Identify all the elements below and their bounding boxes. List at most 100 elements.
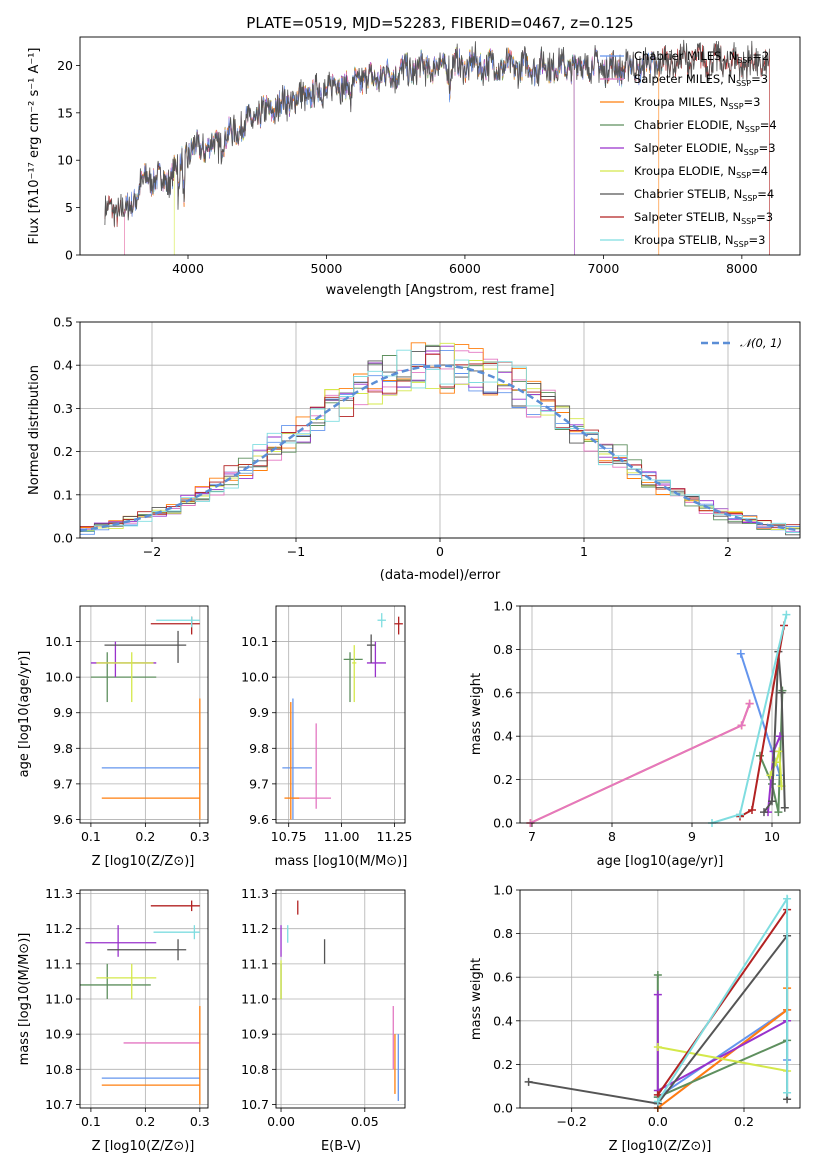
residual-frame	[79, 321, 801, 539]
massweight-point	[736, 810, 744, 819]
y-tick-label: 0.4	[53, 358, 73, 373]
x-tick-label: 0.3	[190, 829, 210, 844]
spectrum-panel: PLATE=0519, MJD=52283, FIBERID=0467, z=0…	[27, 14, 801, 298]
y-tick-label: 0.6	[493, 685, 513, 700]
residual-histogram-8	[80, 353, 800, 529]
massweight-point	[782, 610, 791, 619]
massweight-point	[737, 721, 746, 730]
massweight-point	[653, 1097, 662, 1106]
mass-vs-metallicity-panel: 0.1 0.2 0.3 10.7 10.8 10.9 11.0 11.1 11.2 11.3 Z …	[17, 886, 210, 1154]
y-tick-label: 10.8	[241, 1062, 269, 1077]
massweight-point	[783, 894, 792, 903]
massweight-vs-age-ylabel: mass weight	[469, 673, 484, 755]
y-tick-label: 1.0	[493, 599, 513, 614]
massweight-point	[760, 808, 768, 817]
mass-vs-ebv-panel: 0.00 0.05 10.7 10.8 10.9 11.0 11.1 11.2 11.3 E(B…	[241, 886, 406, 1154]
mass-vs-ebv-errorbars	[280, 900, 399, 1101]
massweight-point	[768, 797, 776, 806]
residual-axes-ticks: −2 −1 0 1 2 0.0 0.1 0.2 0.3 0.4 0.5	[53, 315, 732, 560]
massweight-vs-age-xlabel: age [log10(age/yr)]	[597, 854, 724, 869]
x-tick-label: −2	[143, 544, 161, 559]
y-tick-label: 1.0	[493, 883, 513, 898]
gaussian-curve	[79, 364, 801, 532]
age-vs-mass-xlabel: mass [log10(M/M⊙)]	[275, 854, 408, 869]
massweight-vs-z-lines	[524, 894, 792, 1112]
spectrum-line-7	[104, 39, 770, 227]
x-tick-label: 0.2	[135, 1114, 155, 1129]
residual-histogram-panel: −2 −1 0 1 2 0.0 0.1 0.2 0.3 0.4 0.5 (data-model)/e…	[27, 315, 801, 583]
massweight-vs-age-lines	[526, 610, 791, 827]
y-tick-label: 0.4	[493, 1013, 513, 1028]
x-tick-label: 9	[688, 829, 696, 844]
y-tick-label: 11.3	[45, 886, 73, 901]
y-tick-label: 0	[65, 248, 73, 263]
age-vs-z-ticks: 0.1 0.2 0.3 9.6 9.7 9.8 9.9 10.0 10.1	[45, 634, 210, 844]
age-vs-z-ylabel: age [log10(age/yr)]	[17, 651, 32, 778]
x-tick-label: 0.2	[135, 829, 155, 844]
x-tick-label: 0.1	[81, 829, 101, 844]
legend-entry: Chabrier STELIB, NSSP=4	[634, 187, 774, 203]
y-tick-label: 15	[57, 105, 73, 120]
x-tick-label: 7	[528, 829, 536, 844]
mass-vs-z-errorbars	[80, 900, 201, 1105]
y-tick-label: 11.0	[241, 992, 269, 1007]
x-tick-label: −0.2	[557, 1114, 587, 1129]
x-tick-label: 1	[580, 544, 588, 559]
x-tick-label: 0.05	[351, 1114, 379, 1129]
y-tick-label: 0.0	[493, 1101, 513, 1116]
x-tick-label: 2	[724, 544, 732, 559]
y-tick-label: 0.2	[493, 1057, 513, 1072]
age-vs-mass-errorbars	[282, 613, 403, 820]
y-tick-label: 11.1	[241, 956, 269, 971]
x-tick-label: −1	[287, 544, 305, 559]
massweight-point	[736, 649, 745, 658]
y-tick-label: 20	[57, 58, 73, 73]
y-tick-label: 9.7	[249, 776, 269, 791]
massweight-point	[653, 971, 662, 980]
massweight-vs-age-panel: 7 8 9 10 0.0 0.2 0.4 0.6 0.8 1.0 age [log10(age/y…	[469, 599, 801, 869]
x-tick-label: 0.1	[81, 1114, 101, 1129]
y-tick-label: 0.2	[493, 772, 513, 787]
age-vs-z-xlabel: Z [log10(Z/Z⊙)]	[92, 854, 195, 869]
x-tick-label: 4000	[172, 261, 204, 276]
massweight-vs-z-frame	[519, 889, 801, 1109]
y-tick-label: 0.8	[493, 642, 513, 657]
massweight-line	[656, 909, 788, 1096]
legend-entry: Kroupa STELIB, NSSP=3	[634, 233, 765, 249]
spectrum-lines	[104, 39, 770, 255]
legend-entry: Salpeter STELIB, NSSP=3	[634, 210, 773, 226]
y-tick-label: 11.2	[241, 921, 269, 936]
y-tick-label: 11.0	[45, 992, 73, 1007]
x-tick-label: 0.2	[734, 1114, 754, 1129]
y-tick-label: 10	[57, 153, 73, 168]
x-tick-label: 10	[764, 829, 780, 844]
massweight-point	[775, 747, 784, 756]
y-tick-label: 9.7	[53, 776, 73, 791]
legend-entry: Chabrier MILES, NSSP=2	[634, 49, 769, 65]
x-tick-label: 5000	[311, 261, 343, 276]
y-tick-label: 0.4	[493, 729, 513, 744]
spectrum-axes-ticks: 4000 5000 6000 7000 8000 0 5 10 15 20	[57, 58, 758, 276]
massweight-point	[748, 805, 756, 814]
age-vs-metallicity-panel: 0.1 0.2 0.3 9.6 9.7 9.8 9.9 10.0 10.1 Z [log10(Z…	[17, 605, 210, 869]
y-tick-label: 10.7	[241, 1097, 269, 1112]
massweight-point	[780, 803, 789, 812]
y-tick-label: 9.9	[53, 705, 73, 720]
age-vs-z-frame	[79, 605, 209, 824]
y-tick-label: 0.2	[53, 444, 73, 459]
y-tick-label: 9.9	[249, 705, 269, 720]
spectrum-legend: Chabrier MILES, NSSP=2 Salpeter MILES, NS…	[600, 49, 777, 249]
massweight-vs-z-ylabel: mass weight	[469, 958, 484, 1040]
x-tick-label: 0.0	[648, 1114, 668, 1129]
x-tick-label: 6000	[449, 261, 481, 276]
mass-vs-z-ylabel: mass [log10(M/M⊙)]	[17, 933, 32, 1066]
y-tick-label: 11.2	[45, 921, 73, 936]
y-tick-label: 10.7	[45, 1097, 73, 1112]
massweight-point	[653, 1042, 662, 1051]
x-tick-label: 0	[436, 544, 444, 559]
x-tick-label: 11.00	[324, 829, 360, 844]
massweight-point	[745, 699, 754, 708]
age-vs-mass-panel: 10.75 11.00 11.25 9.6 9.7 9.8 9.9 10.0 10.1 mass…	[241, 605, 412, 869]
massweight-point	[777, 688, 786, 697]
y-tick-label: 10.1	[241, 634, 269, 649]
